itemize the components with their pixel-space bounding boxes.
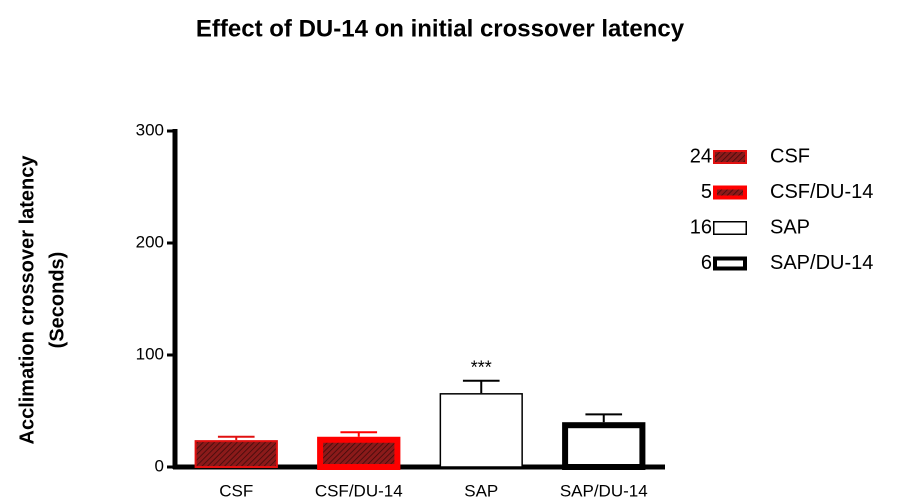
legend-label: CSF/DU-14	[770, 181, 873, 203]
legend-label: SAP	[770, 216, 810, 238]
legend-n: 24	[690, 145, 712, 167]
y-tick-label: 100	[136, 344, 164, 363]
bar	[317, 436, 401, 471]
legend-label: CSF	[770, 145, 810, 167]
chart-title: Effect of DU-14 on initial crossover lat…	[196, 15, 685, 42]
annotation: ***	[471, 358, 492, 378]
legend-n: 5	[701, 181, 712, 203]
bar	[194, 440, 278, 468]
y-axis-label: Acclimation crossover latency	[16, 155, 38, 445]
legend-label: SAP/DU-14	[770, 252, 873, 274]
legend-swatch	[713, 185, 747, 200]
legend-swatch	[713, 256, 747, 271]
x-tick-label: SAP	[464, 481, 498, 500]
legend-swatch	[713, 150, 747, 164]
y-axis-label: (Seconds)	[46, 252, 68, 349]
legend-n: 16	[690, 216, 712, 238]
legend-swatch	[713, 221, 747, 235]
bar	[439, 393, 523, 468]
y-tick-label: 300	[136, 120, 164, 139]
y-tick-label: 200	[136, 232, 164, 251]
x-tick-label: SAP/DU-14	[560, 481, 648, 500]
x-tick-label: CSF	[219, 481, 253, 500]
legend-n: 6	[701, 252, 712, 274]
bar	[562, 422, 646, 471]
y-tick-label: 0	[155, 456, 164, 475]
x-tick-label: CSF/DU-14	[315, 481, 403, 500]
